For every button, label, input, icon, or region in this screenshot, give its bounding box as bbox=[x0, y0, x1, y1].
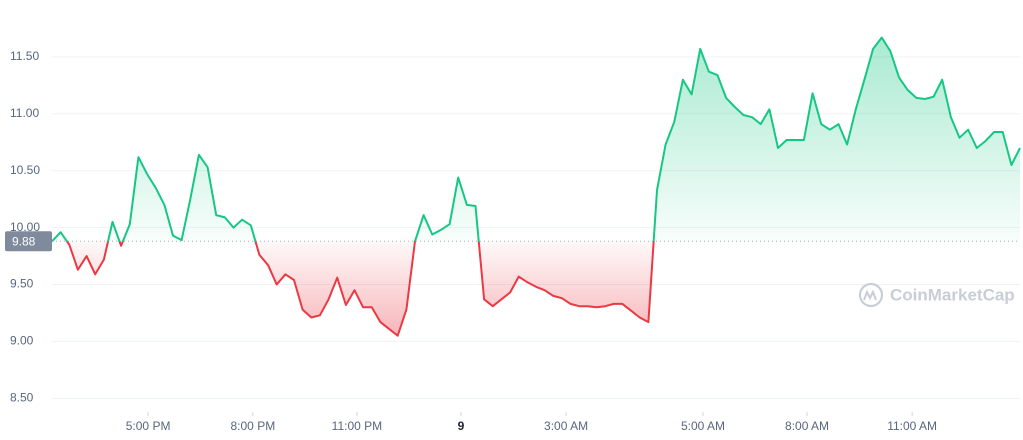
y-tick-label: 11.50 bbox=[10, 49, 39, 63]
y-tick-label: 10.00 bbox=[10, 220, 40, 234]
y-tick-label: 10.50 bbox=[10, 163, 40, 177]
baseline-label: 9.88 bbox=[12, 234, 36, 248]
y-tick-label: 8.50 bbox=[10, 391, 34, 405]
x-tick-label: 8:00 PM bbox=[231, 419, 276, 433]
x-tick-label: 5:00 AM bbox=[681, 419, 725, 433]
x-tick-label: 5:00 PM bbox=[126, 419, 171, 433]
y-tick-label: 11.00 bbox=[10, 106, 39, 120]
x-tick-label: 8:00 AM bbox=[785, 419, 829, 433]
watermark-text: CoinMarketCap bbox=[890, 285, 1015, 304]
price-line bbox=[51, 36, 1021, 337]
x-tick-label: 11:00 PM bbox=[332, 419, 382, 433]
y-tick-label: 9.50 bbox=[10, 277, 34, 291]
y-tick-label: 9.00 bbox=[10, 334, 34, 348]
watermark: CoinMarketCap bbox=[858, 282, 1015, 308]
x-tick-label: 9 bbox=[458, 419, 465, 433]
price-area bbox=[52, 37, 1020, 336]
x-tick-label: 3:00 AM bbox=[544, 419, 588, 433]
x-tick-label: 11:00 AM bbox=[887, 419, 937, 433]
baseline-label-box bbox=[5, 231, 52, 252]
